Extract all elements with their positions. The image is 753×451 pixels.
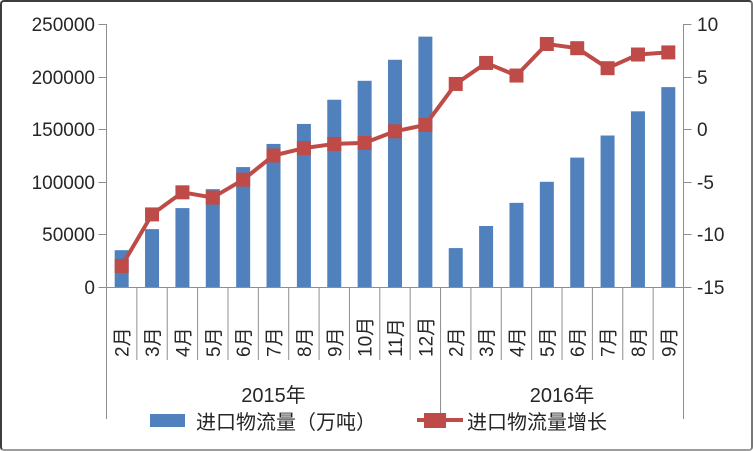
volume-bar [327,99,342,287]
month-label: 5月 [538,327,559,357]
right-axis-tick-label: 0 [697,120,708,141]
volume-bar [418,36,433,288]
growth-marker [145,207,160,222]
right-axis-tick-label: -5 [697,173,714,194]
year-group-label: 2015年 [241,384,306,407]
month-label: 2月 [447,327,468,357]
volume-bar [630,111,645,287]
left-axis-tick-label: 0 [84,278,95,299]
volume-bar [600,135,615,287]
growth-marker [205,190,220,205]
month-label: 8月 [295,327,316,357]
axis-labels-layer: 250000 200000 150000 100000 50000 0 10 5 0 -5 -10 -… [32,15,725,407]
volume-bar [448,248,463,287]
line-series-layer [114,36,676,273]
growth-marker [327,136,342,151]
volume-bar [145,229,160,287]
month-label: 3月 [143,327,164,357]
volume-bar [509,202,524,287]
month-label: 3月 [477,327,498,357]
left-axis-tick-label: 200000 [32,68,95,89]
month-label: 6月 [234,327,255,357]
volume-bar [661,87,676,288]
growth-marker [661,45,676,60]
month-label: 4月 [173,327,194,357]
growth-marker [296,141,311,156]
legend-line-label: 进口物流量增长 [467,411,607,434]
right-axis-tick-label: 10 [697,15,718,36]
month-label: 11月 [386,318,407,357]
volume-bar [175,208,190,287]
legend-bar-label: 进口物流量（万吨） [196,411,376,434]
growth-marker [266,148,281,163]
volume-bar [266,143,281,287]
growth-marker [114,258,129,273]
right-axis-tick-label: 5 [697,68,708,89]
growth-marker [175,185,190,200]
growth-marker [479,55,494,70]
legend-line-marker-icon [424,413,446,428]
growth-marker [539,36,554,51]
volume-bar [296,123,311,287]
left-axis-tick-label: 150000 [32,120,95,141]
month-label: 6月 [568,327,589,357]
growth-marker [357,135,372,150]
left-axis-tick-label: 50000 [42,225,95,246]
month-label: 9月 [325,327,346,357]
month-label: 12月 [416,317,437,357]
left-axis-tick-label: 100000 [32,173,95,194]
growth-marker [388,124,402,139]
month-label: 7月 [599,327,620,357]
volume-bar [357,80,372,287]
growth-marker [570,41,585,56]
volume-bar [570,157,585,287]
axes-layer [98,24,692,419]
month-label: 7月 [265,327,286,357]
year-group-label: 2016年 [530,384,595,407]
left-axis-tick-label: 250000 [32,15,95,36]
growth-marker [236,172,251,187]
growth-marker [600,61,615,76]
month-label: 8月 [629,327,650,357]
growth-marker [448,76,463,91]
volume-bar [388,59,402,287]
month-label: 5月 [204,327,225,357]
month-label: 9月 [659,327,680,357]
legend-bar-swatch [150,414,185,427]
month-label: 4月 [507,327,528,357]
volume-bar [479,225,494,287]
growth-marker [418,117,433,132]
legend: 进口物流量（万吨） 进口物流量增长 [150,411,607,434]
right-axis-tick-label: -10 [697,225,724,246]
right-axis-tick-label: -15 [697,278,724,299]
growth-marker [509,68,524,83]
bar-series-layer [114,36,676,288]
month-label: 2月 [113,327,134,357]
growth-marker [630,47,645,62]
month-label: 10月 [356,317,377,357]
volume-bar [236,167,251,287]
volume-bar [205,189,220,287]
volume-bar [539,181,554,287]
